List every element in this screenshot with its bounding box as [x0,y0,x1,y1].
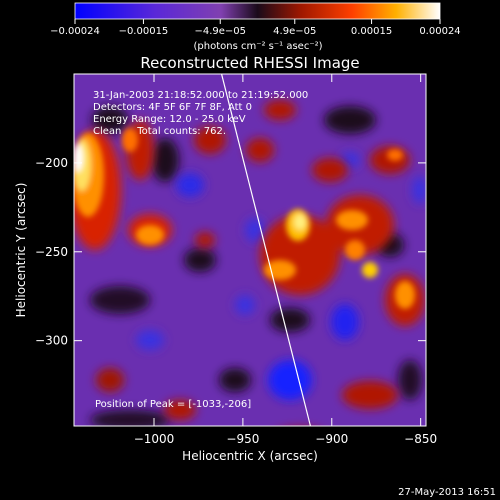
y-tick-label: −300 [35,334,68,348]
image-info-block: 31-Jan-2003 21:18:52.000 to 21:19:52.000… [93,90,308,137]
colorbar-tick-label: 0.00015 [351,26,392,37]
info-clean-counts: Clean Total counts: 762. [93,126,226,137]
colorbar-gradient [74,2,441,20]
colorbar: −0.00024 −0.00015 −4.9e−05 4.9e−05 0.00015 0.… [50,2,461,52]
y-tick-label: −250 [35,245,68,259]
chart-title: Reconstructed RHESSI Image [140,54,359,72]
colorbar-ticks: −0.00024 −0.00015 −4.9e−05 4.9e−05 0.00015 0.… [50,19,461,37]
y-axis-title: Heliocentric Y (arcsec) [14,183,28,318]
colorbar-tick-label: −0.00024 [50,26,100,37]
x-tick-label: −900 [315,432,348,446]
colorbar-tick-label: −0.00015 [119,26,169,37]
x-tick-label: −950 [226,432,259,446]
solar-limb-line [220,74,312,426]
heatmap-dark-regions [90,106,422,426]
x-tick-label: −1000 [134,432,175,446]
heatmap-peak-regions [74,128,415,309]
y-axis-ticks: −200 −250 −300 [35,156,426,348]
colorbar-tick-label: −4.9e−05 [194,26,246,37]
peak-position-label: Position of Peak = [-1033,-206] [95,399,251,410]
x-tick-label: −850 [404,432,437,446]
info-energy-range: Energy Range: 12.0 - 25.0 keV [93,114,246,125]
colorbar-tick-label: 0.00024 [419,26,460,37]
heatmap-area [74,74,426,426]
generation-timestamp: 27-May-2013 16:51 [398,487,496,498]
colorbar-units: (photons cm⁻² s⁻¹ asec⁻²) [193,41,322,52]
plot-frame [73,73,427,427]
info-time-range: 31-Jan-2003 21:18:52.000 to 21:19:52.000 [93,90,308,101]
colorbar-tick-label: 4.9e−05 [273,26,316,37]
x-axis-ticks: −1000 −950 −900 −850 [134,74,437,446]
info-detectors: Detectors: 4F 5F 6F 7F 8F, Att 0 [93,102,252,113]
y-tick-label: −200 [35,156,68,170]
x-axis-title: Heliocentric X (arcsec) [182,449,318,463]
